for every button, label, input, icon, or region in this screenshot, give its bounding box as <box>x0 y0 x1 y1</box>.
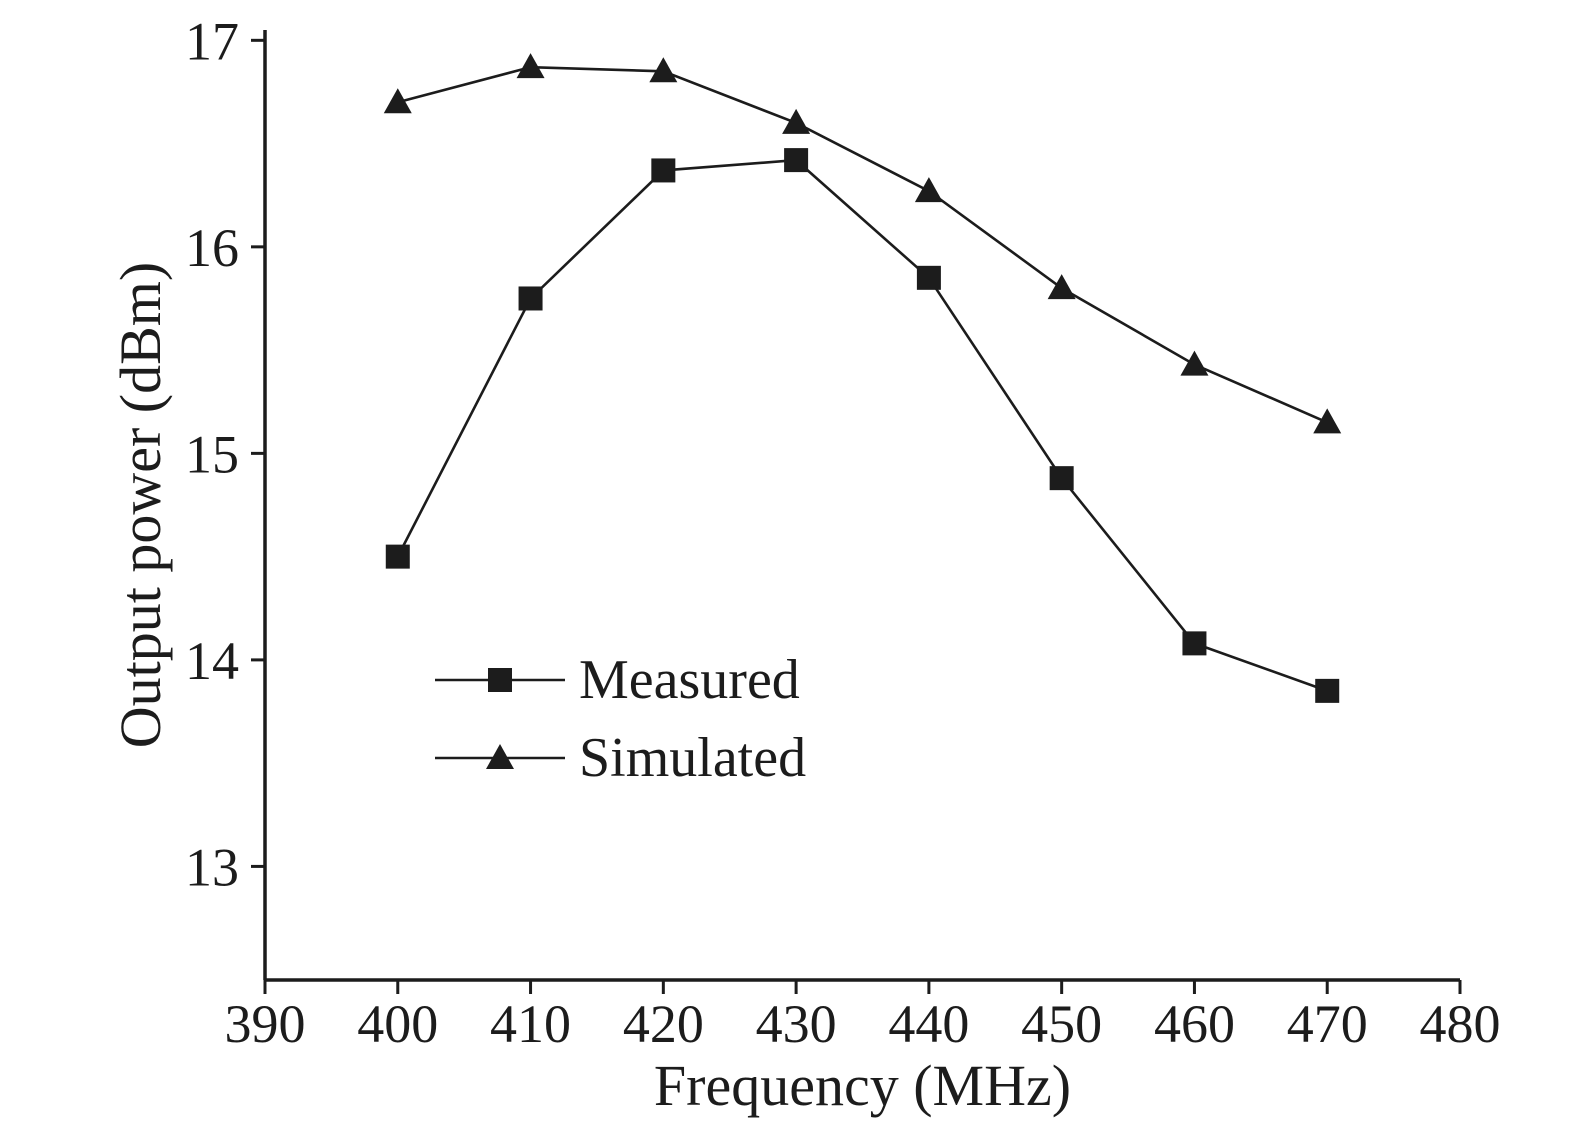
square-marker <box>488 668 512 692</box>
legend-label: Simulated <box>579 727 806 789</box>
legend-label: Measured <box>579 649 800 711</box>
triangle-marker <box>516 53 545 79</box>
triangle-marker <box>914 177 943 203</box>
x-tick-label: 440 <box>888 994 969 1054</box>
triangle-marker <box>782 108 811 134</box>
square-marker <box>385 544 410 569</box>
series-measured <box>385 148 1340 703</box>
series-line <box>396 158 1328 693</box>
triangle-marker <box>1313 408 1342 434</box>
x-tick-label: 460 <box>1154 994 1235 1054</box>
triangle-marker <box>1180 350 1209 376</box>
x-tick-label: 400 <box>357 994 438 1054</box>
square-marker <box>916 265 941 290</box>
x-tick-label: 410 <box>490 994 571 1054</box>
y-axis-label: Output power (dBm) <box>108 262 173 749</box>
square-marker <box>1182 631 1207 656</box>
square-marker <box>651 158 676 183</box>
x-tick-label: 480 <box>1420 994 1501 1054</box>
square-marker <box>784 148 809 173</box>
triangle-marker <box>649 57 678 83</box>
y-tick-label: 15 <box>185 424 239 484</box>
x-axis-label: Frequency (MHz) <box>654 1053 1071 1118</box>
x-tick-label: 390 <box>225 994 306 1054</box>
x-tick-label: 450 <box>1021 994 1102 1054</box>
x-tick-label: 420 <box>623 994 704 1054</box>
triangle-marker <box>383 88 412 114</box>
y-tick-label: 14 <box>185 631 239 691</box>
legend-entry-simulated: Simulated <box>435 727 806 789</box>
x-tick-label: 430 <box>756 994 837 1054</box>
square-marker <box>1049 466 1074 491</box>
square-marker <box>518 286 543 311</box>
triangle-marker <box>486 744 514 769</box>
square-marker <box>1315 678 1340 703</box>
series-line <box>397 65 1328 424</box>
series-simulated <box>383 53 1342 434</box>
y-tick-label: 17 <box>185 11 239 71</box>
y-tick-label: 16 <box>185 218 239 278</box>
legend-entry-measured: Measured <box>435 649 800 711</box>
triangle-marker <box>1047 274 1076 300</box>
x-tick-label: 470 <box>1287 994 1368 1054</box>
y-tick-label: 13 <box>185 837 239 897</box>
